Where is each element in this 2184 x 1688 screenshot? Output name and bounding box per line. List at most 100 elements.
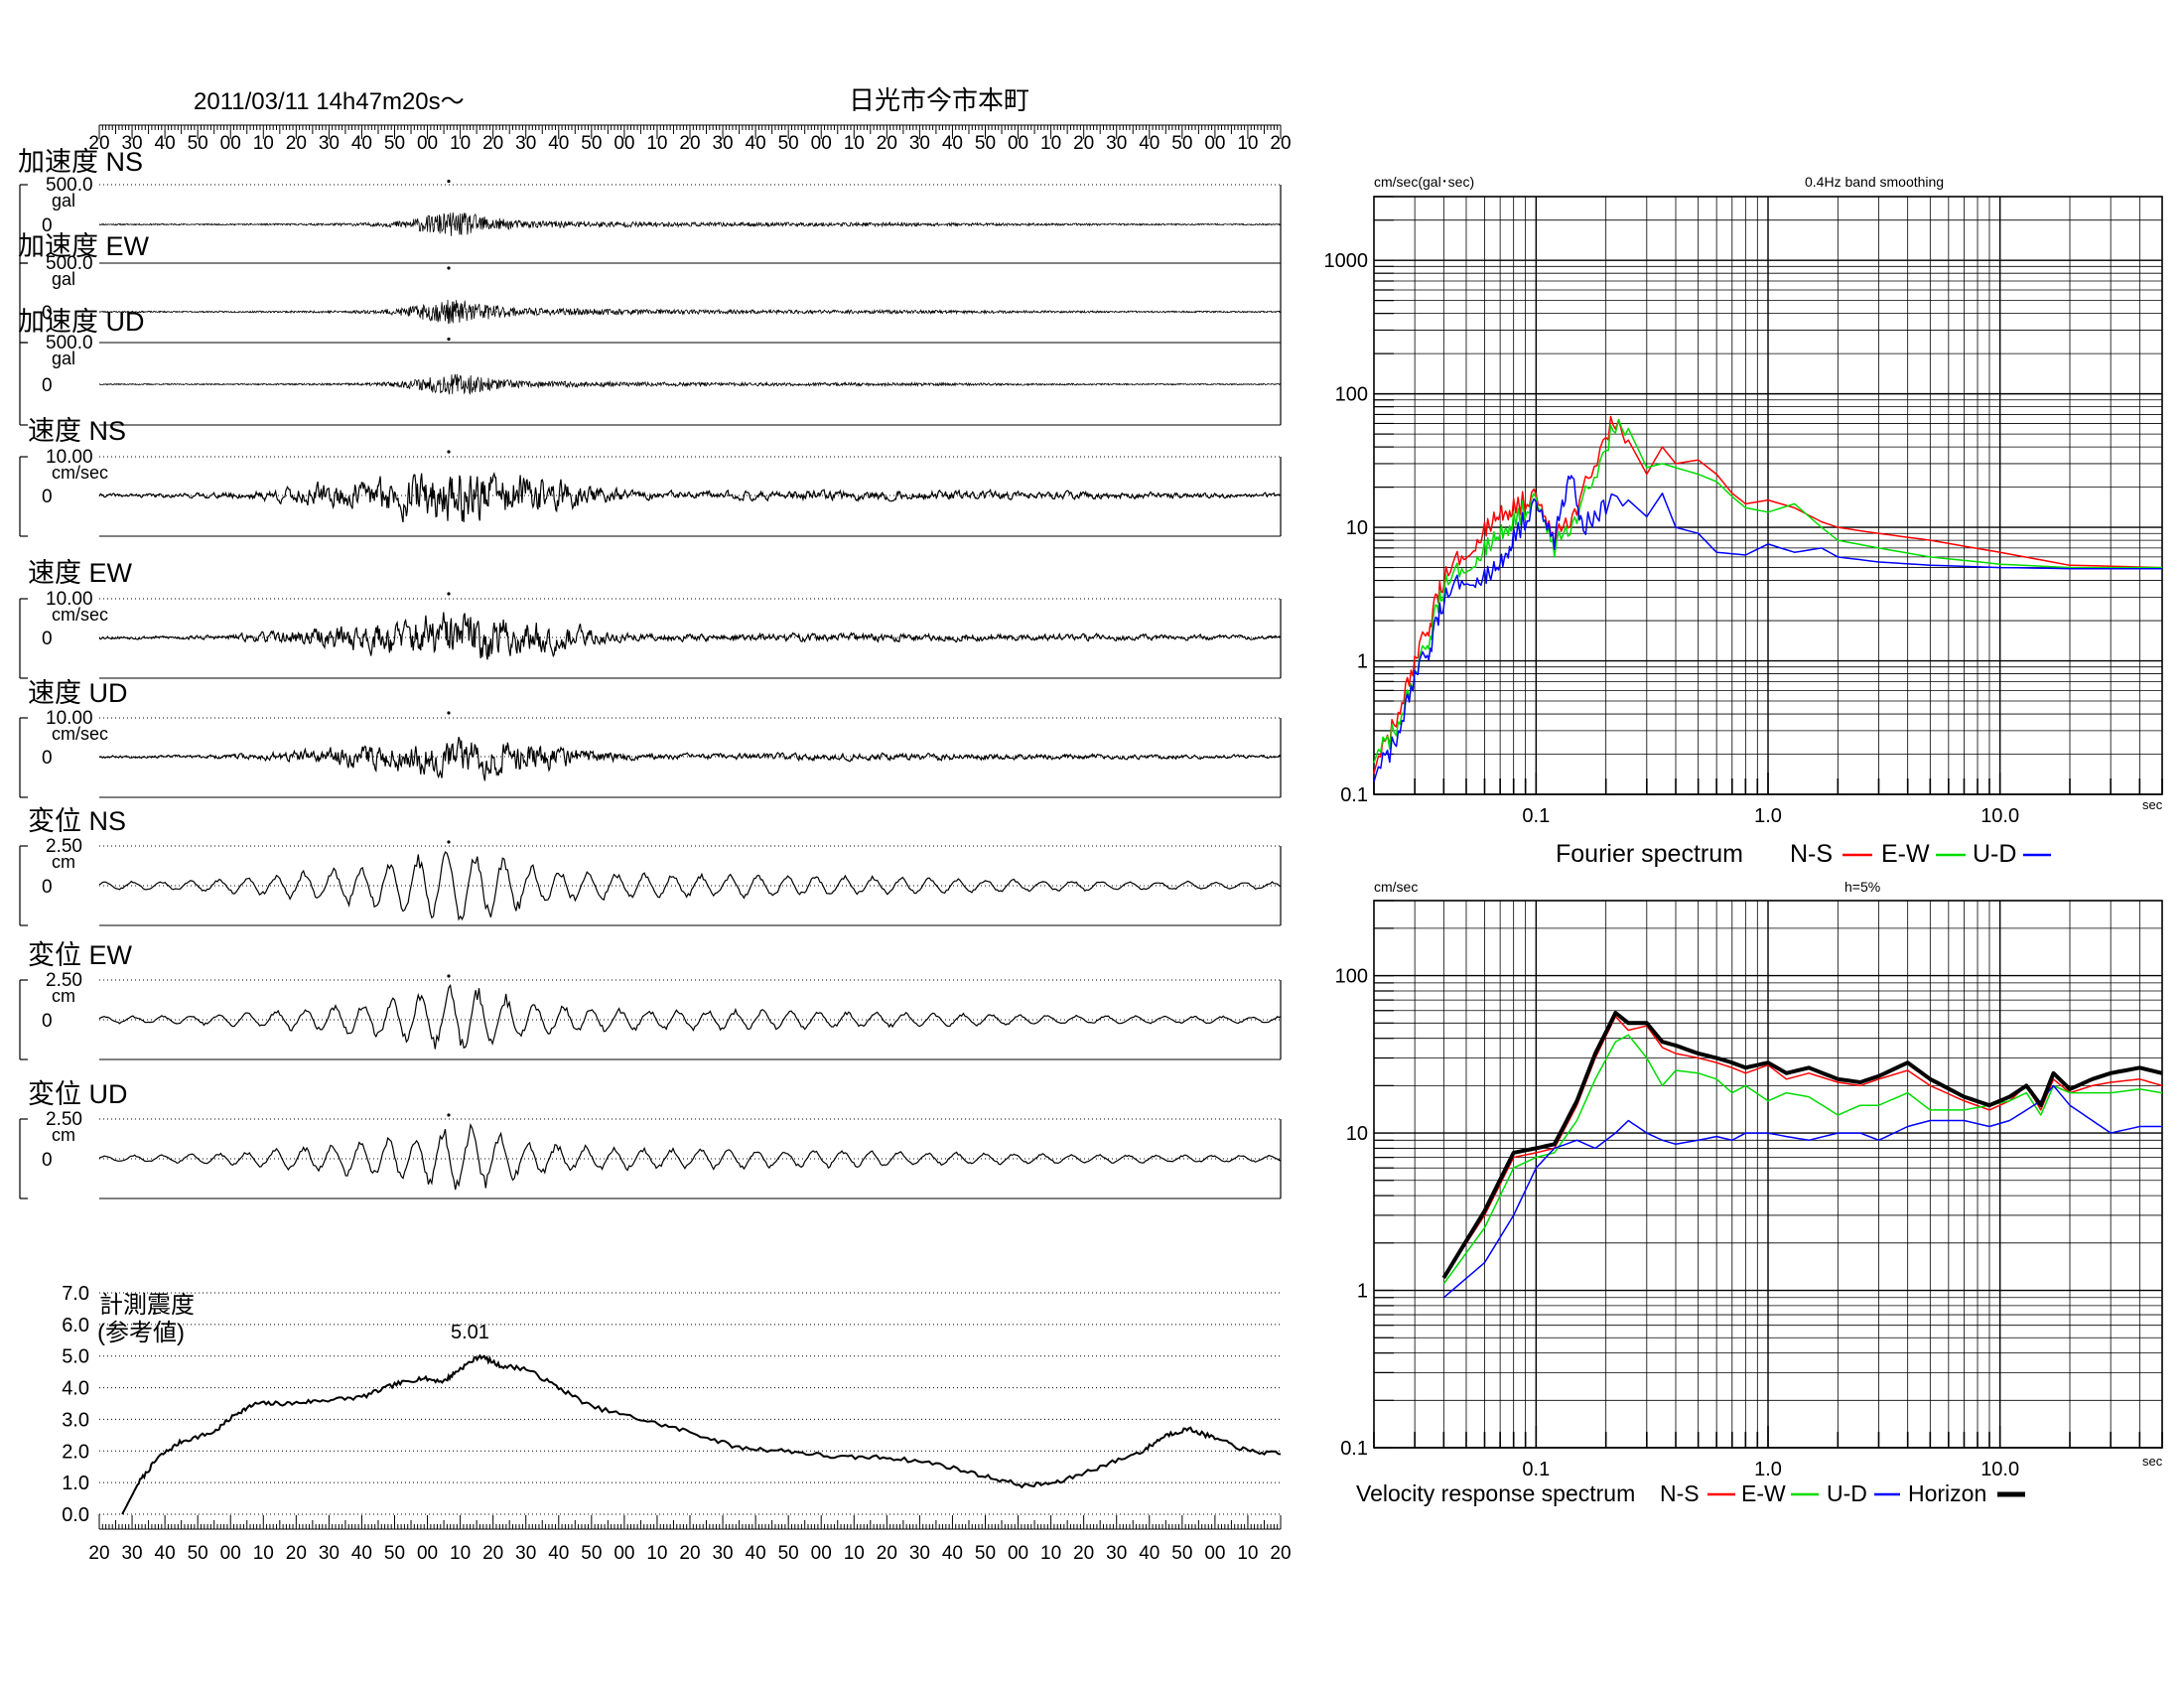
time-tick-label: 10 xyxy=(1040,133,1061,154)
time-tick-label: 00 xyxy=(220,1543,241,1564)
time-tick-label: 20 xyxy=(482,133,503,154)
intensity-label-sub: (参考値) xyxy=(97,1320,185,1346)
zero-label: 0 xyxy=(42,375,53,396)
zero-label: 0 xyxy=(42,303,53,324)
time-tick-label: 20 xyxy=(286,1543,307,1564)
time-axis-top: 20 30 40 50 00 10 20 30 40 50 00 10 20 30 40 50 00 10 20 30… xyxy=(88,124,1292,154)
vrs-y-tick-label: 0.1 xyxy=(1340,1438,1368,1460)
waveform-trace xyxy=(98,851,1282,921)
time-tick-label: 20 xyxy=(679,133,700,154)
time-tick-label: 40 xyxy=(548,1543,569,1564)
time-tick-label: 10 xyxy=(450,1543,471,1564)
scale-unit: gal xyxy=(52,349,75,368)
time-tick-label: 20 xyxy=(88,133,109,154)
scale-value: 2.50 xyxy=(46,836,82,857)
vrs-x-tick-label: 1.0 xyxy=(1754,1459,1782,1480)
time-tick-label: 40 xyxy=(942,133,963,154)
peak-marker xyxy=(447,266,451,270)
record-datetime: 2011/03/11 14h47m20s～ xyxy=(194,88,465,115)
vrs-legend-title: Velocity response spectrum xyxy=(1356,1480,1635,1506)
time-tick-label: 30 xyxy=(121,1543,142,1564)
intensity-peak-label: 5.01 xyxy=(451,1322,489,1343)
fourier-legend-ew: E-W xyxy=(1881,840,1930,868)
zero-label: 0 xyxy=(42,877,53,898)
vrs-y-tick-label: 1 xyxy=(1357,1281,1368,1303)
waveform-trace xyxy=(98,299,1282,325)
time-tick-label: 40 xyxy=(155,1543,176,1564)
fourier-x-tick-label: 0.1 xyxy=(1522,805,1550,827)
time-tick-label: 00 xyxy=(614,133,634,154)
station-name: 日光市今市本町 xyxy=(849,85,1029,115)
time-tick-label: 30 xyxy=(121,133,142,154)
fourier-legend-title: Fourier spectrum xyxy=(1556,840,1743,868)
waveform-title: 速度 UD xyxy=(28,678,128,708)
fourier-legend-ns: N-S xyxy=(1790,840,1833,868)
scale-value: 2.50 xyxy=(46,970,82,991)
waveform-trace xyxy=(98,373,1282,395)
fourier-spectrum-chart: cm/sec(gal･sec) 0.4Hz band smoothing sec… xyxy=(1324,174,2163,868)
fourier-x-unit: sec xyxy=(2142,797,2163,812)
peak-marker xyxy=(447,179,451,184)
scale-unit: cm xyxy=(52,986,75,1006)
vrs-y-unit: cm/sec xyxy=(1374,879,1418,895)
time-tick-label: 00 xyxy=(417,133,438,154)
fourier-y-unit: cm/sec(gal･sec) xyxy=(1374,174,1474,190)
intensity-tick-label: 2.0 xyxy=(62,1441,89,1463)
scale-unit: gal xyxy=(52,191,75,211)
time-tick-label: 40 xyxy=(351,1543,372,1564)
velocity-response-spectrum-chart: cm/sec h=5% sec Velocity response spectr… xyxy=(1335,879,2163,1506)
time-tick-label: 40 xyxy=(1139,133,1160,154)
zero-label: 0 xyxy=(42,487,53,507)
time-tick-label: 10 xyxy=(1237,1543,1258,1564)
intensity-label: 計測震度 xyxy=(99,1292,195,1319)
time-tick-label: 40 xyxy=(548,133,569,154)
vrs-y-tick-label: 10 xyxy=(1346,1123,1368,1145)
time-tick-label: 50 xyxy=(384,1543,405,1564)
scale-unit: cm xyxy=(52,1125,75,1145)
zero-label: 0 xyxy=(42,1011,53,1032)
waveform-trace xyxy=(98,612,1282,660)
waveform-trace xyxy=(98,211,1282,236)
time-tick-label: 00 xyxy=(811,1543,832,1564)
fourier-x-tick-label: 10.0 xyxy=(1980,805,2019,827)
time-tick-label: 40 xyxy=(1139,1543,1160,1564)
time-tick-label: 50 xyxy=(1171,1543,1192,1564)
waveform-trace xyxy=(98,472,1282,523)
time-tick-label: 10 xyxy=(646,133,667,154)
time-tick-label: 30 xyxy=(319,133,340,154)
peak-marker xyxy=(447,711,451,715)
time-tick-label: 30 xyxy=(1106,133,1127,154)
time-tick-label: 20 xyxy=(877,1543,897,1564)
scale-unit: gal xyxy=(52,269,75,289)
time-axis-bottom: 20 30 40 50 00 10 20 30 40 50 00 10 20 30 40 50 00 10 20 30… xyxy=(88,1515,1292,1564)
scale-unit: cm/sec xyxy=(52,724,108,744)
time-tick-label: 00 xyxy=(811,133,832,154)
time-tick-label: 40 xyxy=(746,1543,766,1564)
fourier-legend: Fourier spectrum N-S E-W U-D xyxy=(1556,840,2051,868)
fourier-series-ud xyxy=(1373,475,2162,782)
time-tick-label: 10 xyxy=(844,133,865,154)
intensity-tick-label: 1.0 xyxy=(62,1473,89,1494)
scale-value: 2.50 xyxy=(46,1109,82,1130)
scale-value: 10.00 xyxy=(46,447,93,468)
time-tick-label: 40 xyxy=(155,133,176,154)
time-tick-label: 30 xyxy=(515,133,536,154)
time-tick-label: 00 xyxy=(417,1543,438,1564)
vrs-series-ns xyxy=(1442,1016,2163,1279)
peak-marker xyxy=(447,840,451,844)
time-tick-label: 50 xyxy=(581,133,602,154)
scale-unit: cm xyxy=(52,852,75,872)
time-tick-label: 20 xyxy=(88,1543,109,1564)
vrs-legend-ns: N-S xyxy=(1660,1480,1700,1506)
time-tick-label: 00 xyxy=(1204,133,1225,154)
vrs-legend: Velocity response spectrum N-S E-W U-D H… xyxy=(1356,1480,2025,1506)
fourier-x-tick-label: 1.0 xyxy=(1754,805,1782,827)
time-tick-label: 40 xyxy=(351,133,372,154)
